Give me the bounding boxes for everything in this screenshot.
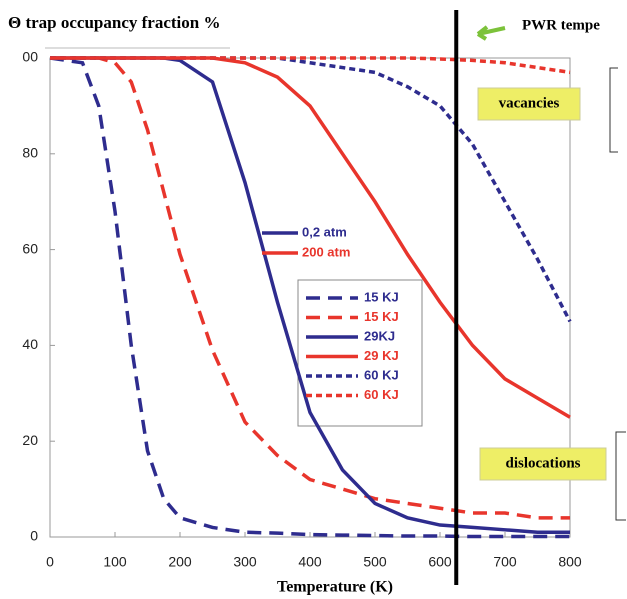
x-tick-label: 400 bbox=[298, 554, 322, 570]
legend-label: 29 KJ bbox=[364, 348, 399, 363]
series-line bbox=[50, 56, 571, 75]
chart-title: Θ trap occupancy fraction % bbox=[8, 13, 220, 32]
y-tick-label: 60 bbox=[22, 240, 38, 256]
legend bbox=[297, 279, 423, 427]
y-tick-label: 80 bbox=[22, 145, 38, 161]
x-tick-label: 800 bbox=[558, 554, 582, 570]
arrow bbox=[476, 25, 506, 41]
corner-note: PWR tempe bbox=[522, 17, 600, 33]
legend-label: 15 KJ bbox=[364, 309, 399, 324]
pressure-label: 0,2 atm bbox=[302, 224, 347, 239]
bracket bbox=[609, 67, 618, 153]
x-axis-label: Temperature (K) bbox=[277, 579, 393, 596]
series-line bbox=[49, 56, 570, 539]
pressure-label: 200 atm bbox=[302, 244, 350, 259]
series-line bbox=[50, 56, 571, 419]
legend-label: 60 KJ bbox=[364, 367, 399, 382]
annotation-box bbox=[477, 87, 581, 121]
annotation: dislocations bbox=[505, 455, 580, 471]
x-tick-label: 200 bbox=[168, 554, 192, 570]
y-tick-label: 00 bbox=[22, 49, 38, 65]
legend-label: 15 KJ bbox=[364, 289, 399, 304]
x-tick-label: 100 bbox=[103, 554, 127, 570]
legend-label: 29KJ bbox=[364, 328, 395, 343]
legend-label: 60 KJ bbox=[364, 387, 399, 402]
x-tick-label: 500 bbox=[363, 554, 387, 570]
x-tick-label: 300 bbox=[233, 554, 257, 570]
y-tick-label: 40 bbox=[22, 336, 38, 352]
y-tick-label: 0 bbox=[30, 528, 38, 544]
bracket bbox=[615, 431, 626, 521]
x-tick-label: 700 bbox=[493, 554, 517, 570]
series-line bbox=[50, 56, 570, 520]
y-tick-label: 20 bbox=[22, 432, 38, 448]
annotation: vacancies bbox=[499, 95, 560, 111]
x-tick-label: 600 bbox=[428, 554, 452, 570]
x-tick-label: 0 bbox=[46, 554, 54, 570]
annotation-box bbox=[479, 447, 607, 481]
